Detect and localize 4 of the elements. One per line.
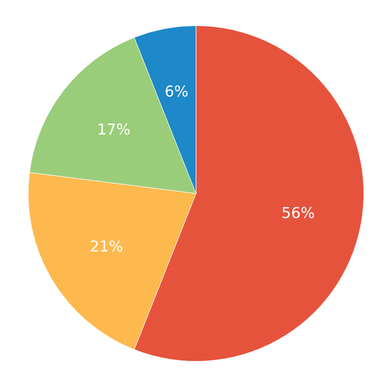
data-label: 17% [97,120,130,139]
data-label: 56% [282,204,315,222]
data-label: 6% [164,82,188,100]
data-label: 21% [90,237,124,256]
